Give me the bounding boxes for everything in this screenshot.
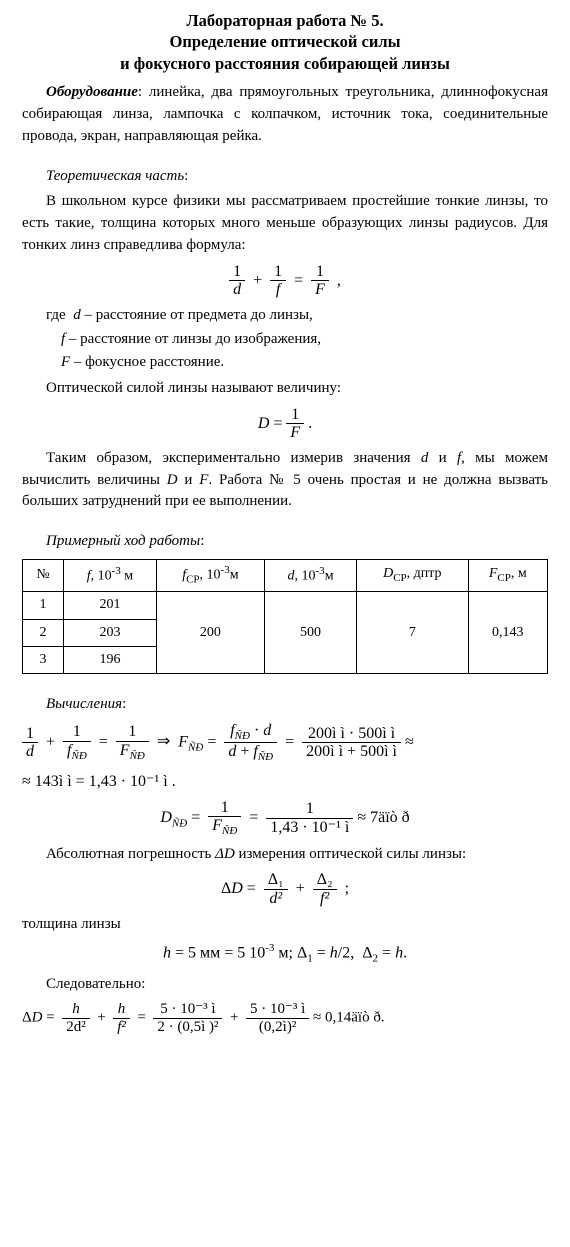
dd-num2: Δ₂ xyxy=(313,871,337,890)
cell-n: 1 xyxy=(23,592,64,619)
abs-err-b: измерения оптической силы линзы: xyxy=(235,846,466,862)
calc2-one: 1 xyxy=(266,800,353,819)
theory-label: Теоретическая часть xyxy=(46,168,184,184)
calc1-den: 200ì ì + 500ì ì xyxy=(302,743,401,761)
document-title: Лабораторная работа № 5. Определение опт… xyxy=(22,10,548,74)
cell-f: 203 xyxy=(64,619,157,646)
conclusion-paragraph: Таким образом, экспериментально измерив … xyxy=(22,448,548,513)
calc-formula-1b: ≈ 143ì ì = 1,43 · 10⁻¹ ì . xyxy=(22,770,548,793)
defs-intro: где xyxy=(46,307,66,323)
dd-num1: Δ₁ xyxy=(264,871,288,890)
fin-n3: 5 · 10⁻³ ì xyxy=(153,1001,222,1019)
calc2-den: 1,43 · 10⁻¹ ì xyxy=(266,819,353,837)
fin-n1: h xyxy=(62,1001,90,1019)
title-line-1: Лабораторная работа № 5. xyxy=(22,10,548,31)
th-Dcp: DСР, дптр xyxy=(357,559,469,591)
cell-d: 500 xyxy=(265,592,357,674)
work-header: Примерный ход работы: xyxy=(22,531,548,553)
document-page: Лабораторная работа № 5. Определение опт… xyxy=(0,0,570,1061)
concl-and1: и xyxy=(428,450,457,466)
calc-formula-1: 1d + 1fÑÐ = 1FÑÐ ⇒ FÑÐ = fÑÐ · dd + fÑÐ … xyxy=(22,722,548,764)
th-Fcp: FСР, м xyxy=(468,559,547,591)
fin-d2: f² xyxy=(113,1019,130,1036)
optical-power-intro: Оптической силой линзы называют величину… xyxy=(22,378,548,400)
table-header-row: № f, 10-3 м fСР, 10-3м d, 10-3м DСР, дпт… xyxy=(23,559,548,591)
title-line-3: и фокусного расстояния собирающей линзы xyxy=(22,53,548,74)
concl-and2: и xyxy=(178,472,200,488)
calc-header: Вычисления: xyxy=(22,694,548,716)
definitions-block: где d – расстояние от предмета до линзы,… xyxy=(46,305,548,374)
calc-formula-2: DÑÐ = 1FÑÐ = 11,43 · 10⁻¹ ì ≈ 7äïò ð xyxy=(22,799,548,838)
table-row: 1 201 200 500 7 0,143 xyxy=(23,592,548,619)
concl-D: D xyxy=(167,472,178,488)
def-F: F – фокусное расстояние. xyxy=(46,352,548,374)
abs-err-a: Абсолютная погрешность xyxy=(46,846,215,862)
th-d: d, 10-3м xyxy=(265,559,357,591)
calc-label: Вычисления xyxy=(46,696,122,712)
th-fcp: fСР, 10-3м xyxy=(156,559,264,591)
fin-d3: 2 · (0,5ì )² xyxy=(153,1019,222,1036)
work-label: Примерный ход работы xyxy=(46,533,200,549)
optical-power-formula: D = 1F . xyxy=(22,406,548,442)
def-d: где d – расстояние от предмета до линзы, xyxy=(46,305,548,327)
def-d-text: – расстояние от предмета до линзы, xyxy=(81,307,313,323)
def-d-var: d xyxy=(73,307,81,323)
cell-fcp: 200 xyxy=(156,592,264,674)
delta-D-formula: ΔD = Δ₁d² + Δ₂f² ; xyxy=(22,871,548,907)
thickness-formula: h = 5 мм = 5 10-3 м; Δ1 = h/2, Δ2 = h. xyxy=(22,941,548,967)
cell-Dcp: 7 xyxy=(357,592,469,674)
fin-n4: 5 · 10⁻³ ì xyxy=(246,1001,309,1019)
cell-f: 196 xyxy=(64,646,157,673)
abs-error-paragraph: Абсолютная погрешность ΔD измерения опти… xyxy=(22,844,548,866)
calc2-result: ≈ 7äïò ð xyxy=(357,809,409,826)
measurement-table: № f, 10-3 м fСР, 10-3м d, 10-3м DСР, дпт… xyxy=(22,559,548,674)
concl-a: Таким образом, экспериментально измерив … xyxy=(46,450,421,466)
calc1-result: ≈ 143ì ì = 1,43 · 10⁻¹ ì . xyxy=(22,773,176,790)
th-f: f, 10-3 м xyxy=(64,559,157,591)
def-f-text: – расстояние от линзы до изображения, xyxy=(65,331,321,347)
abs-err-dD: ΔD xyxy=(215,846,235,862)
thickness-label: толщина линзы xyxy=(22,914,548,936)
fin-d4: (0,2ì)² xyxy=(246,1019,309,1036)
title-line-2: Определение оптической силы xyxy=(22,31,548,52)
fin-d1: 2d² xyxy=(62,1019,90,1036)
dd-den1: d² xyxy=(264,890,288,908)
th-n: № xyxy=(23,559,64,591)
def-F-var: F xyxy=(61,354,70,370)
final-formula: ΔD = h2d² + hf² = 5 · 10⁻³ ì2 · (0,5ì )²… xyxy=(22,1001,548,1035)
equipment-paragraph: Оборудование: линейка, два прямоугольных… xyxy=(22,82,548,147)
calc1-num: 200ì ì · 500ì ì xyxy=(302,725,401,744)
theory-paragraph-1: В школьном курсе физики мы рассматриваем… xyxy=(22,191,548,256)
cell-n: 3 xyxy=(23,646,64,673)
theory-header: Теоретическая часть: xyxy=(22,166,548,188)
fin-res: ≈ 0,14äïò ð. xyxy=(313,1010,385,1026)
calc1-approx: ≈ xyxy=(405,733,414,750)
cell-n: 2 xyxy=(23,619,64,646)
cell-f: 201 xyxy=(64,592,157,619)
therefore-label: Следовательно: xyxy=(22,974,548,996)
cell-Fcp: 0,143 xyxy=(468,592,547,674)
equipment-label: Оборудование xyxy=(46,84,138,100)
dd-den2: f² xyxy=(313,890,337,908)
lens-formula: 1d + 1f = 1F , xyxy=(22,263,548,299)
def-f: f – расстояние от линзы до изображения, xyxy=(46,329,548,351)
def-F-text: – фокусное расстояние. xyxy=(70,354,224,370)
fin-n2: h xyxy=(113,1001,130,1019)
